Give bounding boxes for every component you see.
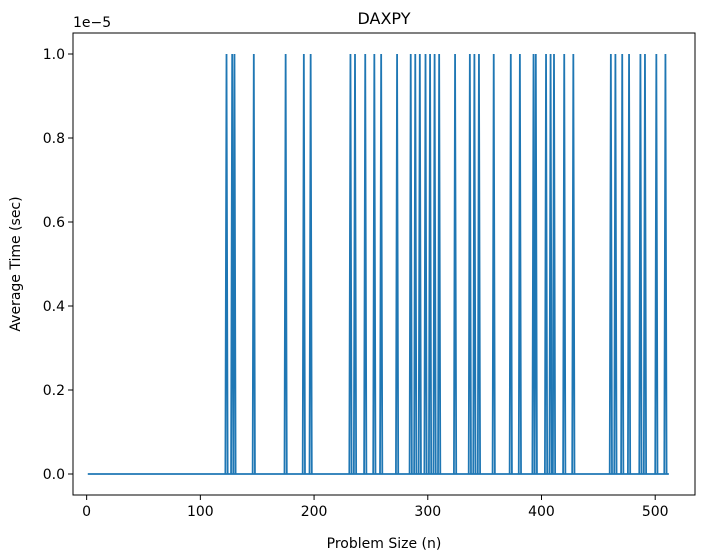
series-spike xyxy=(476,53,481,475)
series-spike xyxy=(654,53,659,475)
y-tick-label: 0.8 xyxy=(43,131,65,147)
y-axis-offset-text: 1e−5 xyxy=(73,15,111,31)
series-spike xyxy=(423,53,428,475)
y-tick-label: 1.0 xyxy=(43,47,65,63)
series-spike xyxy=(363,53,368,475)
series-spike xyxy=(491,53,496,475)
series-spike xyxy=(453,53,458,475)
series-spike xyxy=(348,53,353,475)
series-spike xyxy=(608,53,613,475)
y-tick-label: 0.2 xyxy=(43,383,65,399)
y-tick-label: 0.0 xyxy=(43,467,65,483)
series-spike xyxy=(352,53,358,475)
series-spike xyxy=(301,53,306,475)
x-tick-label: 200 xyxy=(301,504,328,520)
series-spike xyxy=(548,53,553,475)
x-tick-label: 400 xyxy=(528,504,555,520)
series-layer xyxy=(87,53,669,475)
chart-title: DAXPY xyxy=(357,9,410,28)
series-spike xyxy=(413,53,418,475)
series-spike xyxy=(395,53,400,475)
series-spike xyxy=(642,53,648,475)
plot-area xyxy=(73,33,695,495)
series-spike xyxy=(437,53,442,475)
y-tick-label: 0.4 xyxy=(43,299,65,315)
series-spike xyxy=(408,53,413,475)
x-axis-ticks: 0 100 200 300 400 500 xyxy=(82,495,669,520)
y-axis-label: Average Time (sec) xyxy=(8,196,24,331)
series-spike xyxy=(379,53,384,475)
series-spike xyxy=(544,53,549,475)
y-axis-ticks: 0.0 0.2 0.4 0.6 0.8 1.0 xyxy=(43,47,73,483)
series-spike xyxy=(417,53,422,475)
x-tick-label: 300 xyxy=(414,504,441,520)
series-spike xyxy=(627,53,632,475)
series-spike xyxy=(372,53,377,475)
x-tick-label: 100 xyxy=(187,504,214,520)
series-spike xyxy=(428,53,433,475)
series-spike xyxy=(613,53,618,475)
series-spike xyxy=(517,53,522,475)
plot-frame xyxy=(72,32,696,496)
series-spike xyxy=(562,53,567,475)
series-spike xyxy=(472,53,477,475)
series-spike xyxy=(251,53,256,475)
series-spike xyxy=(432,53,437,475)
series-spike xyxy=(224,53,229,475)
series-spike xyxy=(638,53,643,475)
x-axis-label: Problem Size (n) xyxy=(327,536,442,552)
x-tick-label: 500 xyxy=(642,504,669,520)
x-tick-label: 0 xyxy=(82,504,91,520)
series-spike xyxy=(620,53,625,475)
series-spike xyxy=(232,53,237,475)
series-spike xyxy=(283,53,288,475)
series-spike xyxy=(533,53,538,475)
series-spike xyxy=(508,53,513,475)
series-spike xyxy=(308,53,313,475)
series-spike xyxy=(663,53,668,475)
series-spike xyxy=(467,53,472,475)
series-spike xyxy=(551,53,557,475)
series-spike xyxy=(571,53,576,475)
y-tick-label: 0.6 xyxy=(43,215,65,231)
